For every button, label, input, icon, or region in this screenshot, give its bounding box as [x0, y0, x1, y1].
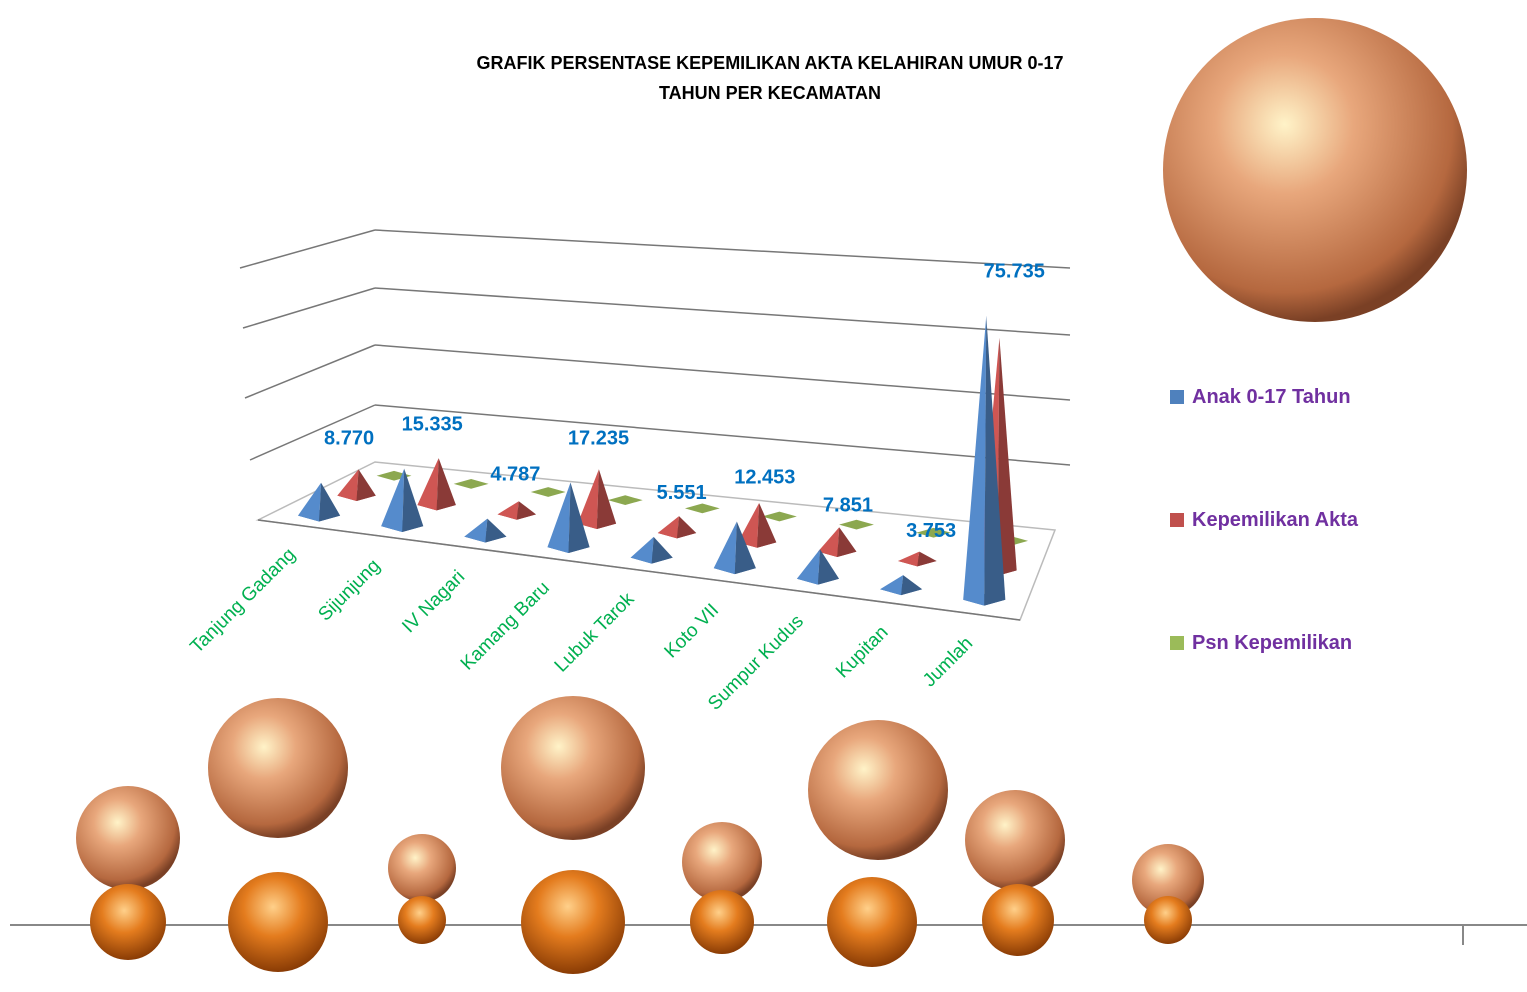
pyramid-base — [684, 503, 720, 514]
pyramid — [453, 479, 489, 489]
pyramid — [713, 521, 756, 575]
decoration — [10, 18, 1527, 974]
value-label: 12.453 — [734, 466, 795, 488]
pyramid-face — [651, 536, 673, 564]
pyramid — [737, 502, 777, 548]
pyramid — [880, 575, 923, 596]
pyramid-base — [761, 511, 797, 522]
value-label: 7.851 — [823, 494, 873, 516]
pyramid-face — [577, 469, 599, 530]
pyramid — [916, 527, 951, 538]
pyramid — [297, 482, 341, 522]
pyramid — [337, 469, 376, 502]
pyramid — [796, 549, 840, 585]
pyramid-face — [963, 315, 987, 606]
legend-label: Kepemilikan Akta — [1192, 509, 1359, 531]
pyramid-face — [734, 521, 756, 575]
pyramid — [630, 536, 673, 564]
pyramid — [657, 516, 697, 539]
x-tick-label: Kupitan — [832, 622, 892, 682]
x-tick-label: Sijunjung — [314, 555, 384, 625]
pyramid — [381, 468, 424, 533]
pyramid-face — [630, 536, 654, 564]
pyramid — [817, 527, 857, 558]
chart-title: GRAFIK PERSENTASE KEPEMILIKAN AKTA KELAH… — [476, 53, 1064, 103]
pyramid-face — [402, 468, 424, 533]
pyramid-face — [568, 482, 590, 554]
pyramid-face — [547, 482, 571, 554]
value-label: 15.335 — [402, 414, 463, 436]
pyramid-face — [837, 527, 857, 558]
pyramid-face — [657, 516, 679, 539]
pyramid — [497, 501, 537, 520]
pyramid — [577, 469, 617, 530]
pyramid — [761, 511, 797, 522]
value-label: 8.770 — [324, 428, 374, 450]
pyramid — [963, 315, 1006, 606]
pyramid-face — [497, 501, 519, 520]
x-tick-label: Kamang Baru — [457, 578, 554, 675]
pyramid-face — [737, 502, 760, 548]
pyramid-face — [436, 458, 456, 511]
pyramid — [839, 519, 874, 530]
pyramid-face — [898, 551, 920, 567]
legend-label: Psn Kepemilikan — [1192, 632, 1352, 654]
pyramid-face — [516, 501, 537, 520]
x-tick-label: Koto VII — [661, 600, 724, 663]
pyramid-face — [596, 469, 617, 530]
value-label: 4.787 — [490, 464, 540, 486]
x-tick-label: IV Nagari — [398, 566, 469, 637]
legend-swatch — [1170, 390, 1184, 404]
legend-label: Anak 0-17 Tahun — [1192, 386, 1351, 408]
pyramid — [684, 503, 720, 514]
pyramid-base — [916, 527, 951, 538]
pyramid-face — [464, 518, 488, 543]
x-tick-label: Sumpur Kudus — [704, 611, 808, 715]
pyramid-face — [417, 458, 439, 511]
pyramid-face — [677, 516, 697, 539]
pyramid-face — [297, 482, 322, 522]
pyramid-face — [984, 315, 1006, 606]
value-label: 3.753 — [906, 520, 956, 542]
pyramid-base — [839, 519, 874, 530]
pyramid — [530, 487, 566, 497]
x-tick-label: Jumlah — [919, 633, 977, 691]
pyramid-face — [757, 502, 777, 548]
legend-swatch — [1170, 636, 1184, 650]
pyramid — [607, 495, 643, 506]
pyramid-base — [530, 487, 566, 497]
pyramid-face — [356, 469, 376, 502]
pyramid-face — [817, 527, 840, 558]
pyramid-face — [796, 549, 820, 585]
pyramid-face — [337, 469, 359, 502]
pyramid-face — [485, 518, 507, 543]
value-label: 5.551 — [657, 482, 707, 504]
pyramid-face — [880, 575, 904, 596]
pyramid — [417, 458, 456, 511]
pyramid — [547, 482, 590, 554]
value-label: 75.735 — [984, 261, 1045, 283]
pyramid-face — [381, 468, 405, 533]
pyramid-face — [713, 521, 737, 575]
pyramid — [898, 551, 937, 567]
value-label: 17.235 — [568, 428, 629, 450]
pyramid-face — [901, 575, 923, 596]
pyramid-base — [453, 479, 489, 489]
pyramid-face — [817, 549, 840, 585]
pyramid-face — [997, 337, 1017, 576]
x-tick-label: Lubuk Tarok — [551, 588, 639, 676]
pyramid-base — [607, 495, 643, 506]
legend-swatch — [1170, 513, 1184, 527]
pyramid-face — [319, 482, 341, 522]
pyramid — [464, 518, 507, 543]
x-tick-label: Tanjung Gadang — [186, 544, 299, 657]
pyramid-face — [917, 551, 937, 567]
